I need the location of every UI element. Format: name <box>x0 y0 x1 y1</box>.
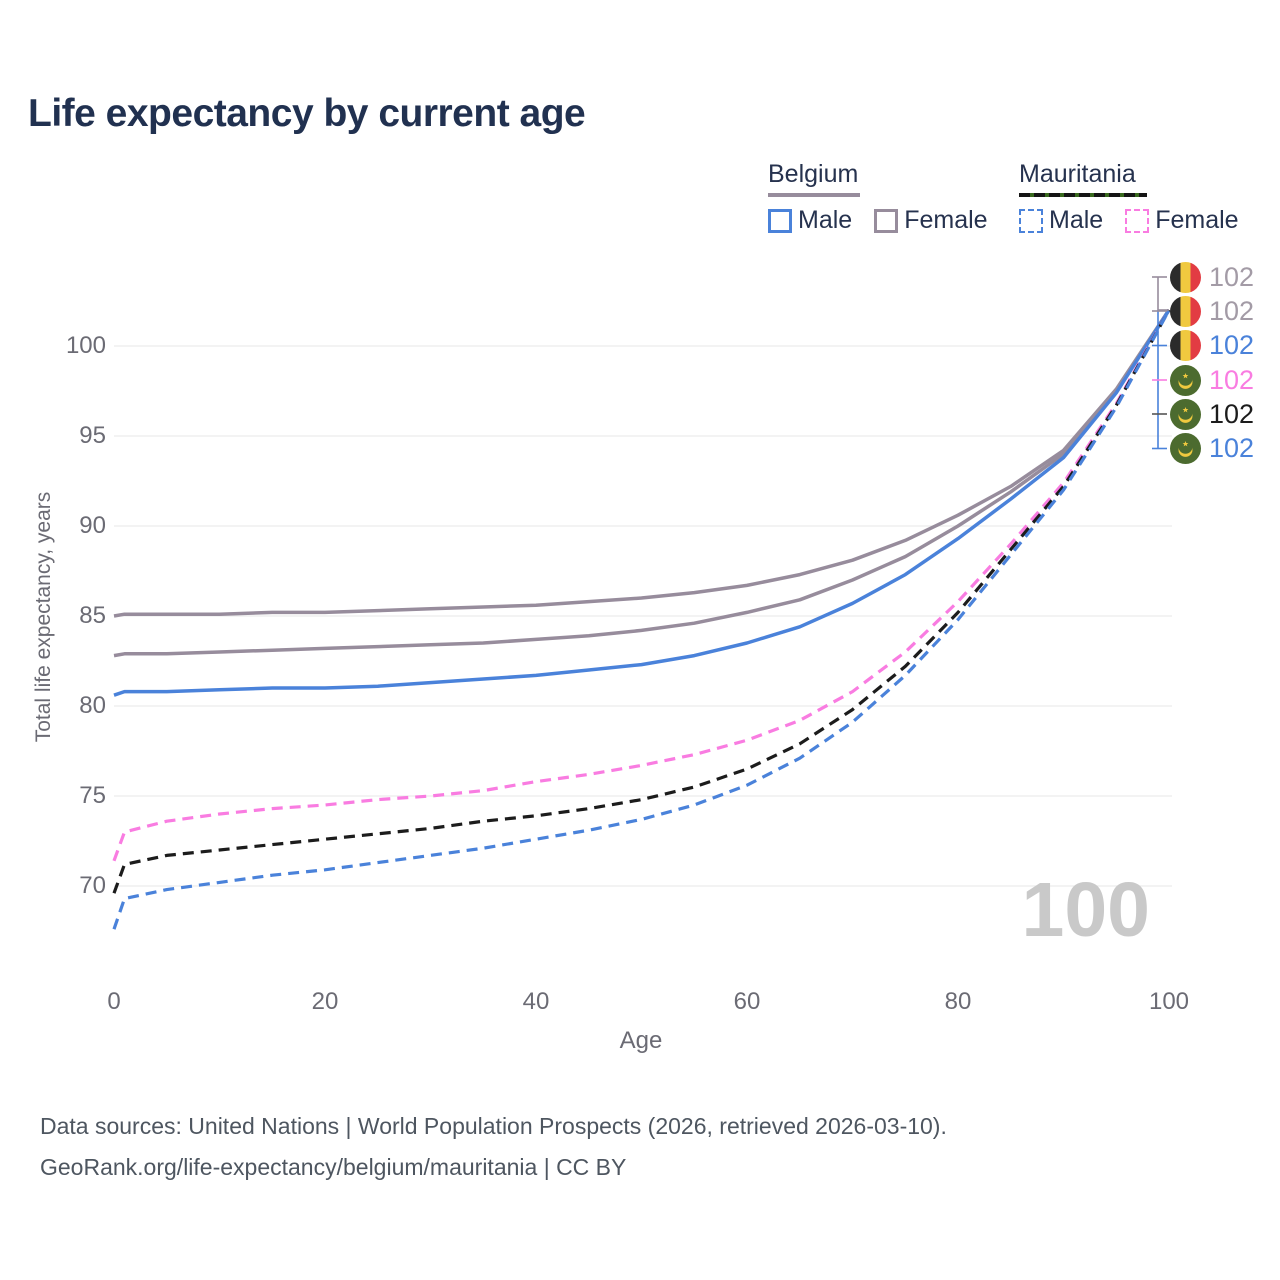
y-tick-100: 100 <box>65 332 106 359</box>
series-line-belgium-both-sexes[interactable] <box>113 309 1171 658</box>
end-label-mauritania-both-sexes: 102 <box>1170 398 1254 430</box>
belgium-flag-icon <box>1170 295 1201 327</box>
end-label-value: 102 <box>1209 433 1255 463</box>
end-label-value: 102 <box>1209 295 1255 326</box>
y-tick-75: 75 <box>79 782 106 809</box>
series-line-mauritania-female[interactable] <box>112 309 1171 862</box>
x-tick-40: 40 <box>522 988 550 1015</box>
legend-country-belgium: Belgium <box>768 160 859 188</box>
legend-item-belgium-male[interactable]: Male <box>768 206 852 235</box>
age-counter-watermark: 100 <box>1021 867 1150 953</box>
legend-label-mauritania-male: Male <box>1049 206 1104 234</box>
mauritania-flag-icon <box>1170 364 1201 396</box>
legend-country-mauritania: Mauritania <box>1019 160 1136 188</box>
end-label-belgium-both-sexes: 102 <box>1170 295 1254 327</box>
legend-item-belgium-female[interactable]: Female <box>874 206 988 235</box>
y-tick-80: 80 <box>79 692 106 719</box>
legend-group-belgium: Belgium Male Female <box>768 160 1010 235</box>
end-label-mauritania-female: 102 <box>1170 364 1254 396</box>
legend-line-sample-belgium <box>768 193 860 197</box>
legend-swatch-mauritania-male[interactable] <box>1019 208 1043 233</box>
x-tick-60: 60 <box>733 988 761 1015</box>
x-tick-20: 20 <box>311 988 339 1015</box>
x-tick-100: 100 <box>1148 988 1190 1015</box>
legend-item-mauritania-male[interactable]: Male <box>1019 206 1103 235</box>
y-tick-70: 70 <box>79 872 106 899</box>
x-axis-title: Age <box>619 1027 663 1054</box>
belgium-flag-icon <box>1170 261 1201 293</box>
y-tick-95: 95 <box>79 422 106 449</box>
y-tick-90: 90 <box>79 512 106 539</box>
legend-swatch-belgium-male[interactable] <box>768 208 792 233</box>
legend-swatch-belgium-female[interactable] <box>874 208 899 233</box>
page-title: Life expectancy by current age <box>28 92 586 135</box>
legend-label-belgium-female: Female <box>904 206 988 234</box>
mauritania-flag-icon <box>1170 433 1201 464</box>
footer-data-sources: Data sources: United Nations | World Pop… <box>40 1113 947 1139</box>
legend-label-belgium-male: Male <box>798 206 853 234</box>
legend-group-mauritania: Mauritania Male Female <box>1019 160 1261 235</box>
footer-attribution: GeoRank.org/life-expectancy/belgium/maur… <box>40 1154 627 1180</box>
legend-swatch-mauritania-female[interactable] <box>1125 208 1150 233</box>
end-label-value: 102 <box>1209 398 1255 429</box>
belgium-flag-icon <box>1170 330 1201 361</box>
series-line-belgium-female[interactable] <box>113 309 1171 618</box>
series-line-mauritania-male[interactable] <box>112 309 1171 930</box>
x-tick-0: 0 <box>107 988 121 1015</box>
end-label-value: 102 <box>1209 261 1255 292</box>
legend-line-sample-mauritania <box>1019 193 1147 197</box>
series-line-mauritania-both-sexes[interactable] <box>112 309 1171 894</box>
footer: Data sources: United Nations | World Pop… <box>40 1106 947 1188</box>
end-label-belgium-female: 102 <box>1170 261 1254 293</box>
end-label-belgium-male: 102 <box>1170 330 1254 362</box>
end-label-value: 102 <box>1209 330 1255 360</box>
series-line-belgium-male[interactable] <box>113 309 1171 697</box>
legend-item-mauritania-female[interactable]: Female <box>1125 206 1239 235</box>
mauritania-flag-icon <box>1170 398 1201 430</box>
legend-label-mauritania-female: Female <box>1155 206 1239 234</box>
y-tick-85: 85 <box>79 602 106 629</box>
end-label-mauritania-male: 102 <box>1170 433 1254 465</box>
x-tick-80: 80 <box>944 988 972 1015</box>
end-label-value: 102 <box>1209 364 1255 395</box>
